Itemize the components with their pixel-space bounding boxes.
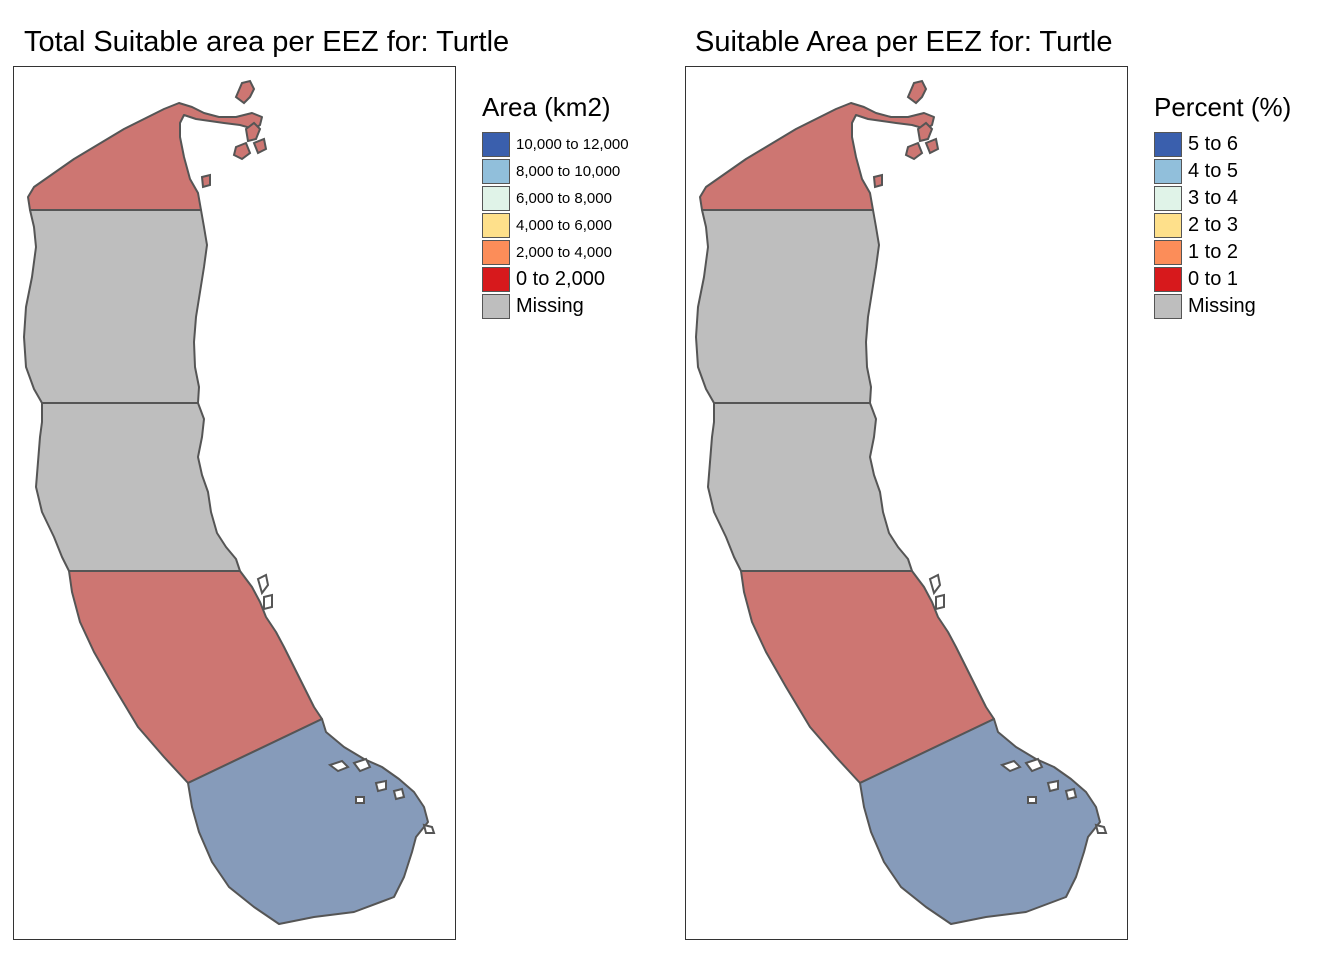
right-legend: Percent (%) 5 to 6 4 to 5 3 to 4 2 to 3 … <box>1154 92 1291 320</box>
left-map-title: Total Suitable area per EEZ for: Turtle <box>24 26 510 58</box>
legend-swatch <box>1154 267 1182 292</box>
legend-item: 6,000 to 8,000 <box>482 185 629 212</box>
legend-swatch <box>482 159 510 184</box>
island-outline <box>200 173 211 189</box>
right-map-svg <box>695 79 1108 925</box>
island-outline <box>263 593 273 611</box>
legend-item: 4,000 to 6,000 <box>482 212 629 239</box>
legend-item: Missing <box>482 293 629 320</box>
left-legend-rows: 10,000 to 12,000 8,000 to 10,000 6,000 t… <box>482 131 629 320</box>
island-outline <box>904 141 924 161</box>
island-outline <box>355 796 365 804</box>
legend-label: 8,000 to 10,000 <box>516 163 621 180</box>
right-legend-title: Percent (%) <box>1154 92 1292 122</box>
eez-region-north <box>27 102 263 211</box>
island-outline <box>928 573 942 596</box>
island-outline <box>1027 796 1037 804</box>
legend-item: 2 to 3 <box>1154 212 1291 239</box>
right-map-title: Suitable Area per EEZ for: Turtle <box>695 26 1113 58</box>
island-outline <box>234 79 256 105</box>
island-outline <box>256 573 270 596</box>
left-legend: Area (km2) 10,000 to 12,000 8,000 to 10,… <box>482 92 629 320</box>
island-outline <box>1094 823 1108 834</box>
eez-region-central <box>707 402 913 572</box>
legend-label: 0 to 1 <box>1188 268 1239 290</box>
eez-region-central-south <box>68 570 323 784</box>
eez-region-central-south <box>740 570 995 784</box>
legend-swatch <box>1154 240 1182 265</box>
island-outline <box>352 757 372 773</box>
eez-region-south <box>187 718 429 925</box>
legend-item: 8,000 to 10,000 <box>482 158 629 185</box>
island-outline <box>252 137 268 155</box>
legend-label: 10,000 to 12,000 <box>516 136 629 153</box>
island-outline <box>924 137 940 155</box>
legend-label: 3 to 4 <box>1188 187 1239 209</box>
island-outline <box>1024 757 1044 773</box>
left-map-panel: Total Suitable area per EEZ for: Turtle … <box>13 26 629 940</box>
legend-item: 3 to 4 <box>1154 185 1291 212</box>
island-outline <box>244 121 262 143</box>
island-outline <box>916 121 934 143</box>
eez-region-south <box>859 718 1101 925</box>
legend-item: 0 to 1 <box>1154 266 1291 293</box>
island-outline <box>327 759 350 773</box>
legend-swatch <box>482 132 510 157</box>
legend-label: 0 to 2,000 <box>516 268 605 290</box>
island-outline <box>422 823 436 834</box>
island-outline <box>872 173 883 189</box>
eez-region-north <box>699 102 935 211</box>
legend-swatch <box>482 294 510 319</box>
legend-item: 4 to 5 <box>1154 158 1291 185</box>
island-outline <box>232 141 252 161</box>
legend-label: 2,000 to 4,000 <box>516 244 612 261</box>
left-map-svg <box>23 79 436 925</box>
eez-region-central <box>35 402 241 572</box>
island-outline <box>935 593 945 611</box>
legend-swatch <box>482 240 510 265</box>
island-outline <box>999 759 1022 773</box>
legend-item: Missing <box>1154 293 1291 320</box>
legend-item: 10,000 to 12,000 <box>482 131 629 158</box>
right-legend-rows: 5 to 6 4 to 5 3 to 4 2 to 3 1 to 2 0 to … <box>1154 131 1291 320</box>
legend-label: 4,000 to 6,000 <box>516 217 612 234</box>
legend-swatch <box>1154 294 1182 319</box>
legend-label: 6,000 to 8,000 <box>516 190 612 207</box>
legend-swatch <box>1154 159 1182 184</box>
legend-label: 4 to 5 <box>1188 160 1239 182</box>
island-outline <box>906 79 928 105</box>
legend-swatch <box>1154 186 1182 211</box>
legend-swatch <box>482 213 510 238</box>
island-outline <box>1064 787 1078 801</box>
legend-label: 2 to 3 <box>1188 214 1239 236</box>
legend-swatch <box>1154 213 1182 238</box>
eez-region-central-north <box>695 209 880 404</box>
legend-label: 1 to 2 <box>1188 241 1239 263</box>
legend-swatch <box>482 267 510 292</box>
island-outline <box>374 779 387 793</box>
legend-item: 5 to 6 <box>1154 131 1291 158</box>
eez-region-central-north <box>23 209 208 404</box>
left-legend-title: Area (km2) <box>482 92 611 122</box>
island-outline <box>392 787 406 801</box>
legend-item: 2,000 to 4,000 <box>482 239 629 266</box>
island-outline <box>1046 779 1059 793</box>
right-map-frame <box>685 66 1128 940</box>
legend-label: Missing <box>516 295 584 317</box>
right-map-panel: Suitable Area per EEZ for: Turtle Percen… <box>672 0 1344 960</box>
legend-label: Missing <box>1188 295 1256 317</box>
legend-item: 0 to 2,000 <box>482 266 629 293</box>
legend-swatch <box>482 186 510 211</box>
legend-label: 5 to 6 <box>1188 133 1239 155</box>
left-map-frame <box>13 66 456 940</box>
legend-item: 1 to 2 <box>1154 239 1291 266</box>
legend-swatch <box>1154 132 1182 157</box>
